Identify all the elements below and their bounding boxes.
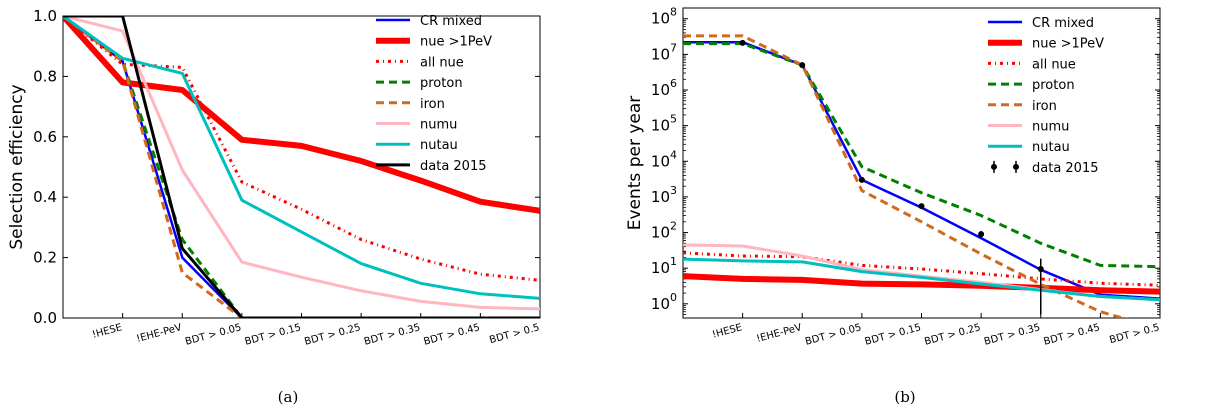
legend-label: numu xyxy=(1032,120,1069,135)
y-tick-label: 108 xyxy=(651,6,677,28)
legend-label: nue >1PeV xyxy=(1032,37,1104,52)
series-line-data-2015 xyxy=(63,16,540,318)
legend-label: numu xyxy=(420,118,457,133)
x-tick-label: BDT > 0.25 xyxy=(303,322,362,348)
series-line-nutau xyxy=(683,257,1160,302)
legend: CR mixed nue >1PeV all nue proton iron numu nu… xyxy=(988,16,1104,176)
legend-label: data 2015 xyxy=(1032,161,1099,176)
panel-b: 100 101 102 103 104 105 106 107 108 !HESE !EHE-PeV… xyxy=(625,6,1161,406)
x-tick-label: BDT > 0.5 xyxy=(1108,322,1160,346)
legend-marker xyxy=(991,163,997,170)
x-tick-label: BDT > 0.05 xyxy=(804,322,863,348)
y-axis-label: Events per year xyxy=(625,96,645,231)
x-tick-label: BDT > 0.5 xyxy=(488,322,540,346)
series-line-iron xyxy=(683,34,1128,318)
y-tick-label: 0.4 xyxy=(33,188,57,206)
x-tick-label: BDT > 0.15 xyxy=(244,322,303,348)
legend-label: nutau xyxy=(1032,140,1070,155)
series-line-nutau xyxy=(63,16,540,300)
legend-label: nue >1PeV xyxy=(420,35,492,50)
legend-label: proton xyxy=(1032,78,1075,93)
y-tick-label: 0.2 xyxy=(33,249,57,267)
x-tick-label: BDT > 0.45 xyxy=(1043,322,1102,348)
y-axis-label: Selection efficiency xyxy=(7,84,27,249)
x-tick-label: !EHE-PeV xyxy=(755,322,803,345)
panel-a: 0.0 0.2 0.4 0.6 0.8 1.0 !HESE !EHE-PeV BDT > 0.0… xyxy=(7,7,541,406)
series-line-all-nue xyxy=(63,16,540,282)
legend-label: iron xyxy=(1032,99,1057,114)
data-point xyxy=(858,176,865,183)
legend-label: iron xyxy=(420,97,445,112)
x-tick-label: BDT > 0.35 xyxy=(983,322,1042,348)
y-tick-label: 0.8 xyxy=(33,67,57,85)
series-line-numu xyxy=(63,16,540,311)
y-tick-label: 0.0 xyxy=(33,309,57,327)
series-line-iron xyxy=(63,16,540,318)
series-line-nue-1pev xyxy=(63,16,540,214)
y-tick-label: 106 xyxy=(651,77,677,99)
series-line-proton xyxy=(63,16,540,318)
legend-label: CR mixed xyxy=(1032,16,1094,31)
y-tick-label: 100 xyxy=(651,291,677,313)
y-tick-label: 101 xyxy=(651,255,677,277)
legend: CR mixed nue >1PeV all nue proton iron numu nu… xyxy=(376,14,492,174)
y-tick-label: 107 xyxy=(651,41,677,63)
series-group xyxy=(683,34,1160,318)
data-point xyxy=(739,39,746,46)
series-line-proton xyxy=(683,42,1160,269)
panel-caption: (a) xyxy=(278,388,299,406)
y-tick-label: 105 xyxy=(651,113,677,135)
legend-label: CR mixed xyxy=(420,14,482,29)
x-tick-label: !HESE xyxy=(711,322,743,341)
x-tick-label: BDT > 0.05 xyxy=(184,322,243,348)
x-tick-label: !EHE-PeV xyxy=(135,322,183,345)
data-point xyxy=(918,203,925,210)
series-line-nue-1pev xyxy=(683,273,1160,295)
series-line-all-nue xyxy=(683,251,1160,287)
legend-label: nutau xyxy=(420,138,458,153)
y-tick-label: 104 xyxy=(651,148,677,170)
data-point xyxy=(978,231,985,238)
y-tick-label: 1.0 xyxy=(33,7,57,25)
x-tick-label: BDT > 0.15 xyxy=(864,322,923,348)
y-tick-label: 103 xyxy=(651,184,677,206)
x-tick-label: !HESE xyxy=(91,322,123,341)
x-tick-label: BDT > 0.35 xyxy=(363,322,422,348)
legend-label: proton xyxy=(420,76,463,91)
data-point xyxy=(1037,265,1044,272)
legend-label: all nue xyxy=(1032,57,1076,72)
y-tick-label: 102 xyxy=(651,220,677,242)
panel-caption: (b) xyxy=(894,388,915,406)
legend-label: data 2015 xyxy=(420,159,487,174)
series-group xyxy=(63,16,540,318)
legend-marker xyxy=(1013,163,1019,170)
x-tick-label: BDT > 0.45 xyxy=(423,322,482,348)
legend-label: all nue xyxy=(420,55,464,70)
y-tick-label: 0.6 xyxy=(33,128,57,146)
x-tick-label: BDT > 0.25 xyxy=(923,322,982,348)
data-point xyxy=(799,62,806,69)
